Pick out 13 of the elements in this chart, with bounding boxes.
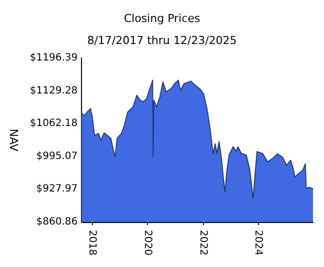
x-tick-label: 2020 — [142, 230, 153, 256]
chart-subtitle: 8/17/2017 thru 12/23/2025 — [87, 34, 237, 47]
y-axis-title: NAV — [7, 128, 20, 152]
y-tick-label: $860.86 — [36, 216, 78, 228]
y-tick-label: $1196.39 — [30, 52, 78, 64]
x-tick-label: 2024 — [252, 230, 264, 256]
y-tick-label: $1062.18 — [30, 118, 78, 130]
y-tick-label: $995.07 — [36, 150, 78, 162]
x-tick-label: 2018 — [86, 230, 98, 256]
y-tick-label: $1129.28 — [30, 85, 78, 96]
x-tick-label: 2022 — [197, 230, 208, 256]
y-tick-label: $927.97 — [36, 184, 78, 195]
chart-title: Closing Prices — [124, 12, 200, 25]
